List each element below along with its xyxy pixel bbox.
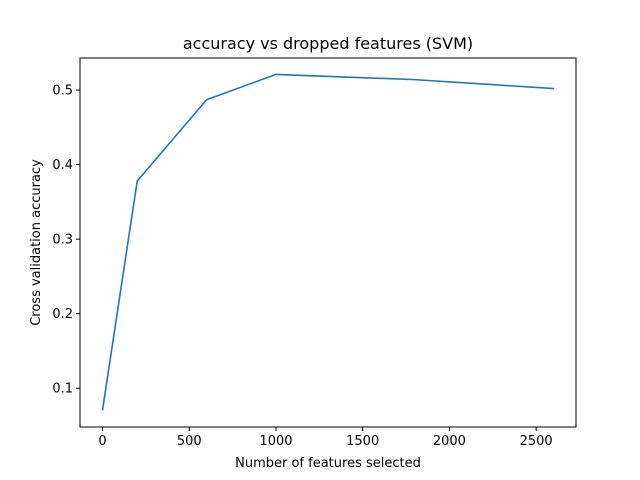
x-tick-label: 0 <box>98 434 106 449</box>
y-axis: 0.1 0.2 0.3 0.4 0.5 <box>52 84 80 397</box>
x-axis-label: Number of features selected <box>235 456 421 471</box>
x-tick-label: 1000 <box>259 434 292 449</box>
x-tick-label: 2000 <box>433 434 466 449</box>
y-tick-label: 0.3 <box>52 233 73 248</box>
y-tick-label: 0.4 <box>52 158 73 173</box>
x-axis: 0 500 1000 1500 2000 2500 <box>98 427 553 449</box>
x-tick-label: 500 <box>177 434 202 449</box>
x-tick-label: 1500 <box>346 434 379 449</box>
y-tick-label: 0.5 <box>52 84 73 99</box>
y-tick-label: 0.2 <box>52 307 73 322</box>
y-tick-label: 0.1 <box>52 382 73 397</box>
y-axis-label: Cross validation accuracy <box>29 159 44 326</box>
series-layer <box>101 73 555 411</box>
plot-frame <box>79 57 577 428</box>
series-line <box>101 73 555 411</box>
chart-title: accuracy vs dropped features (SVM) <box>183 34 473 53</box>
plot-area <box>79 57 577 428</box>
x-tick-label: 2500 <box>520 434 553 449</box>
